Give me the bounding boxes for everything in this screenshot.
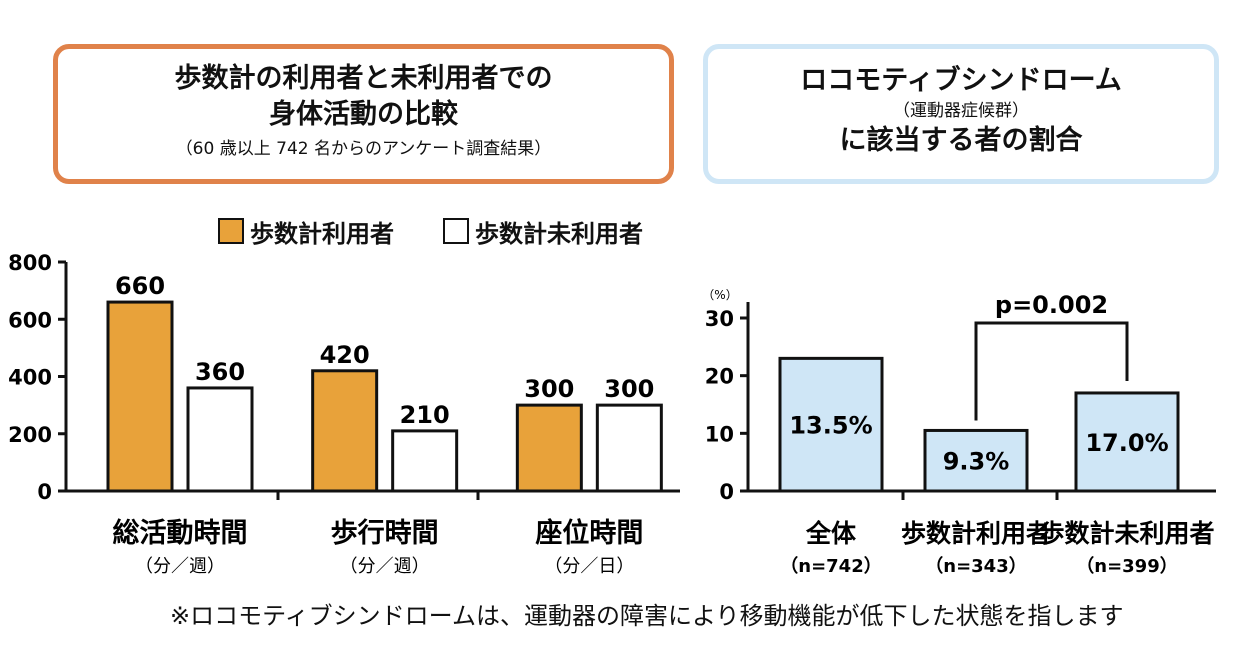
legend-label-users: 歩数計利用者 xyxy=(250,219,394,248)
y-tick-label: 200 xyxy=(8,423,52,447)
category-unit-label: （分／週） xyxy=(340,556,430,577)
p-value-annotation: p=0.002 xyxy=(995,291,1108,319)
category-unit-label: （分／日） xyxy=(544,556,634,577)
y-tick-label: 30 xyxy=(705,307,734,331)
right-title-note: （運動器症候群） xyxy=(893,101,1029,121)
bar xyxy=(106,300,174,493)
legend-label-non-users: 歩数計未利用者 xyxy=(475,219,643,248)
bar xyxy=(1074,391,1180,493)
category-label: 総活動時間 xyxy=(113,517,248,549)
category-unit-label: （分／週） xyxy=(135,556,225,577)
y-tick-label: 0 xyxy=(719,480,734,504)
bar xyxy=(595,403,663,493)
locomotive-rate-bar-chart: （%） 0 10 20 30 13.5% 全体 （n=742） 9.3% 歩数計利用者 （n=343… xyxy=(702,288,1216,577)
data-label: 17.0% xyxy=(1085,429,1168,457)
y-tick-label: 0 xyxy=(37,480,52,504)
significance-bracket xyxy=(974,321,1129,421)
data-label: 660 xyxy=(115,272,165,300)
activity-bar-chart: 0 200 400 600 800 660 360 総活動時間 （分／週） 420 210 歩行時間 （… xyxy=(8,251,680,577)
left-title-line2: 身体活動の比較 xyxy=(269,99,458,130)
data-label: 9.3% xyxy=(943,448,1010,476)
legend-item-users: 歩数計利用者 xyxy=(218,214,394,248)
right-title-line1: ロコモティブシンドローム xyxy=(800,65,1122,96)
legend-swatch-users xyxy=(218,218,244,244)
y-tick-label: 600 xyxy=(8,308,52,332)
bar xyxy=(391,429,459,493)
category-label: 歩数計未利用者 xyxy=(1039,519,1214,548)
bar xyxy=(923,428,1029,493)
data-label: 420 xyxy=(320,341,370,369)
category-label: 座位時間 xyxy=(535,517,643,549)
right-title-line2: に該当する者の割合 xyxy=(839,125,1083,156)
left-title-box: 歩数計の利用者と未利用者での 身体活動の比較 （60 歳以上 742 名からのア… xyxy=(53,44,674,184)
category-label: 歩数計利用者 xyxy=(901,519,1051,548)
category-label: 歩行時間 xyxy=(331,517,439,549)
y-tick-label: 400 xyxy=(8,366,52,390)
category-note-label: （n=343） xyxy=(925,556,1026,577)
category-note-label: （n=742） xyxy=(780,556,881,577)
y-unit-label: （%） xyxy=(702,288,737,302)
legend-swatch-non-users xyxy=(443,218,469,244)
left-title-note: （60 歳以上 742 名からのアンケート調査結果） xyxy=(175,139,552,159)
bar xyxy=(311,369,379,493)
bar xyxy=(186,386,254,493)
right-title-box: ロコモティブシンドローム （運動器症候群） に該当する者の割合 xyxy=(703,44,1219,184)
data-label: 210 xyxy=(400,401,450,429)
category-label: 全体 xyxy=(805,519,857,548)
y-tick-label: 10 xyxy=(705,422,734,446)
data-label: 360 xyxy=(195,358,245,386)
y-tick-label: 800 xyxy=(8,251,52,275)
data-label: 13.5% xyxy=(789,412,872,440)
legend-item-non-users: 歩数計未利用者 xyxy=(443,214,643,248)
bar xyxy=(778,356,884,493)
y-tick-label: 20 xyxy=(705,365,734,389)
bar xyxy=(515,403,583,493)
footnote: ※ロコモティブシンドロームは、運動器の障害により移動機能が低下した状態を指します xyxy=(170,602,1124,630)
data-label: 300 xyxy=(524,375,574,403)
data-label: 300 xyxy=(604,375,654,403)
left-title-line1: 歩数計の利用者と未利用者での xyxy=(174,63,553,94)
category-note-label: （n=399） xyxy=(1076,556,1177,577)
